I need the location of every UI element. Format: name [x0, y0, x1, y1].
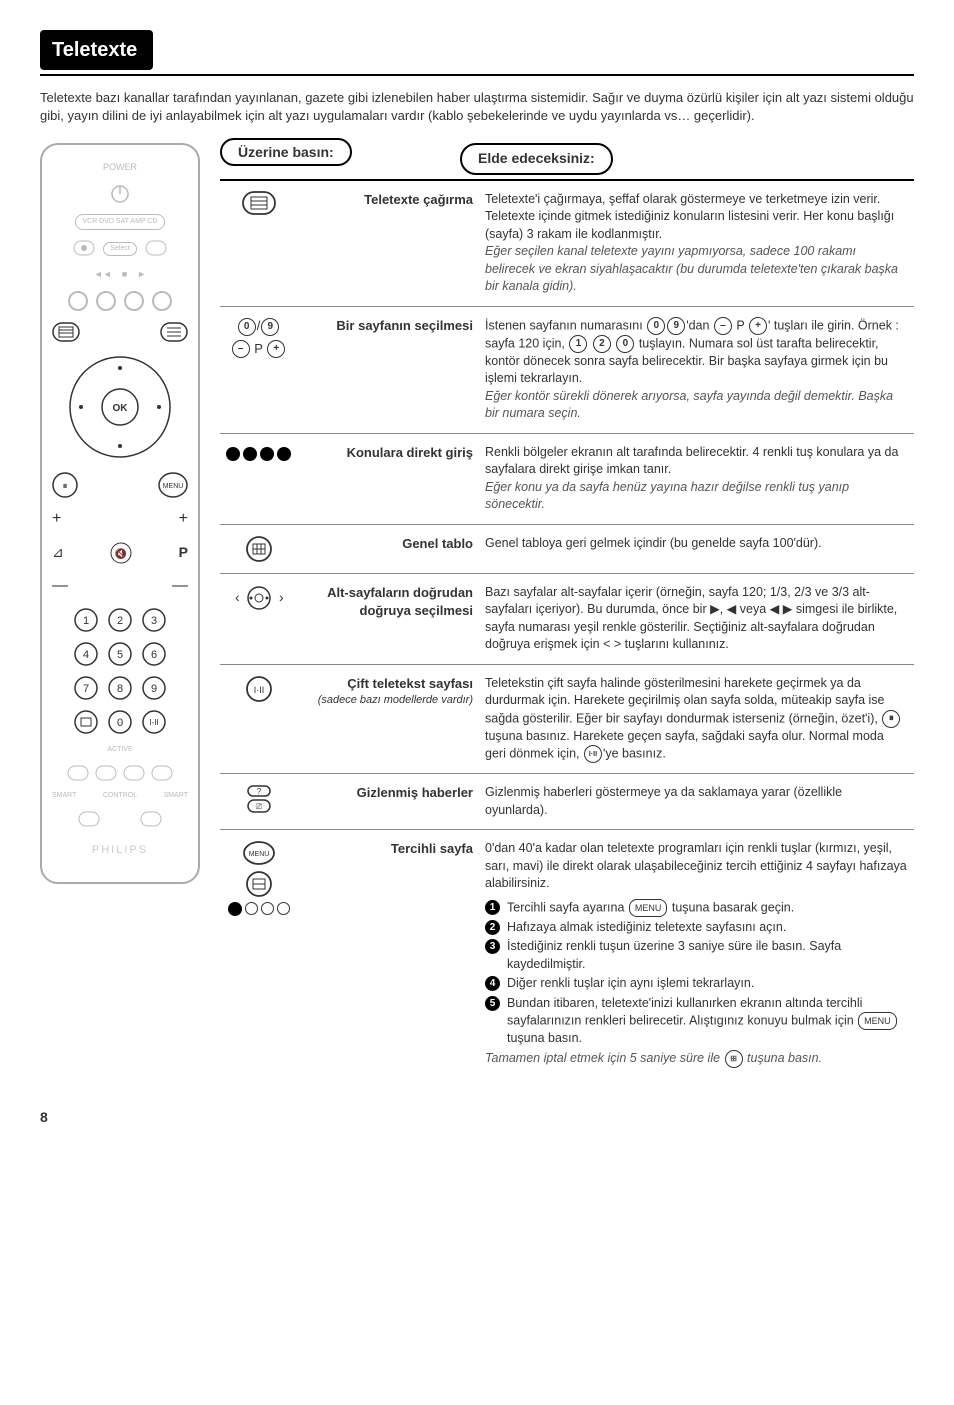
- header-left: Üzerine basın:: [220, 138, 352, 166]
- svg-text:7: 7: [83, 683, 89, 695]
- digit-0-icon: 0: [238, 318, 256, 336]
- section-rule: [40, 74, 914, 76]
- row6-label: Çift teletekst sayfası: [347, 676, 473, 691]
- row-dual-teletext: I·II Çift teletekst sayfası (sadece bazı…: [220, 664, 914, 774]
- color-dot: [67, 290, 89, 312]
- svg-text:MENU: MENU: [248, 851, 269, 858]
- main-layout: POWER VCR DVD SAT AMP CD Select ◄◄■►: [40, 143, 914, 1078]
- index-inline-icon: ⊞: [725, 1050, 743, 1068]
- svg-text:⎚: ⎚: [255, 802, 262, 811]
- plus-icon: +: [267, 340, 285, 358]
- record-icon: [73, 240, 95, 258]
- brand-label: PHILIPS: [92, 843, 148, 858]
- dual-icon: I·II: [245, 675, 273, 703]
- index-icon: [245, 535, 273, 563]
- row2-label: Bir sayfanın seçilmesi: [336, 318, 473, 333]
- row3-desc-italic: Eğer konu ya da sayfa henüz yayına hazır…: [485, 480, 849, 512]
- header-right: Elde edeceksiniz:: [460, 143, 613, 175]
- svg-text:‹: ‹: [235, 589, 240, 605]
- svg-text:🔇: 🔇: [115, 547, 127, 560]
- svg-text:0: 0: [117, 717, 123, 729]
- row-subpages: ‹ › Alt-sayfaların doğrudan doğruya seçi…: [220, 573, 914, 664]
- svg-text:4: 4: [83, 649, 89, 661]
- svg-text:?: ?: [256, 787, 261, 796]
- color-dots-mixed-icon: [228, 902, 290, 916]
- section-title: Teletexte: [40, 30, 914, 74]
- row-favorite-page: MENU Tercihli sayfa 0'dan 40'a kadar ola…: [220, 830, 914, 1078]
- menu-inline-icon-2: MENU: [858, 1012, 897, 1030]
- row5-label: Alt-sayfaların doğrudan doğruya seçilmes…: [327, 585, 473, 618]
- row7-label: Gizlenmiş haberler: [357, 785, 473, 800]
- svg-text:⏸: ⏸: [63, 481, 68, 492]
- row-teletext-call: Teletexte çağırma Teletexte'i çağırmaya,…: [220, 181, 914, 307]
- svg-text:I·II: I·II: [253, 685, 264, 695]
- color-dots-filled-icon: [226, 447, 291, 461]
- minus-icon: –: [232, 340, 250, 358]
- nav-arrows-icon: ‹ ›: [229, 584, 289, 612]
- number-pad: 1 2 3 4 5 6 7 8 9 0 I-II: [73, 607, 167, 735]
- row5-desc: Bazı sayfalar alt-sayfalar içerir (örneğ…: [479, 573, 914, 664]
- svg-text:8: 8: [117, 683, 123, 695]
- row-general-table: Genel tablo Genel tabloya geri gelmek iç…: [220, 524, 914, 573]
- mute-key: 🔇: [109, 541, 133, 565]
- row8-label: Tercihli sayfa: [391, 841, 473, 856]
- row6-sublabel: (sadece bazı modellerde vardır): [303, 693, 473, 708]
- teletext-key: [52, 322, 80, 342]
- reveal-icon: ? ⎚: [244, 784, 274, 814]
- index-icon-2: [245, 870, 273, 898]
- pause-icon: [145, 240, 167, 258]
- row6-desc: Teletekstin çift sayfa halinde gösterilm…: [479, 664, 914, 774]
- svg-text:5: 5: [117, 649, 123, 661]
- remote-column: POWER VCR DVD SAT AMP CD Select ◄◄■►: [40, 143, 200, 884]
- freeze-inline-icon: ⏸: [882, 710, 900, 728]
- freeze-key: ⏸: [52, 472, 78, 498]
- page-number: 8: [40, 1108, 914, 1128]
- svg-text:1: 1: [83, 615, 89, 627]
- nav-pad: OK: [65, 352, 175, 462]
- list-key: [160, 322, 188, 342]
- svg-text:6: 6: [151, 649, 157, 661]
- row3-desc: Renkli bölgeler ekranın alt tarafında be…: [485, 445, 898, 477]
- svg-text:9: 9: [151, 683, 157, 695]
- row1-desc-italic: Eğer seçilen kanal teletexte yayını yapm…: [485, 244, 898, 293]
- menu-icon: MENU: [242, 840, 276, 866]
- remote-control-illustration: POWER VCR DVD SAT AMP CD Select ◄◄■►: [40, 143, 200, 884]
- row3-label: Konulara direkt giriş: [347, 445, 473, 460]
- svg-text:MENU: MENU: [163, 483, 184, 490]
- svg-text:›: ›: [279, 589, 284, 605]
- dual-inline-icon: I·II: [584, 745, 602, 763]
- row2-desc: İstenen sayfanın numarasını 09'dan – P +…: [479, 306, 914, 433]
- svg-text:I-II: I-II: [149, 718, 158, 727]
- row8-desc: 0'dan 40'a kadar olan teletexte programl…: [479, 830, 914, 1078]
- row-hidden-news: ? ⎚ Gizlenmiş haberler Gizlenmiş haberle…: [220, 774, 914, 830]
- svg-text:OK: OK: [113, 403, 129, 414]
- row-direct-topics: Konulara direkt giriş Renkli bölgeler ek…: [220, 433, 914, 524]
- teletext-icon: [242, 191, 276, 215]
- intro-paragraph: Teletexte bazı kanallar tarafından yayın…: [40, 89, 914, 125]
- row1-label: Teletexte çağırma: [364, 192, 473, 207]
- row4-desc: Genel tabloya geri gelmek içindir (bu ge…: [485, 536, 822, 550]
- row7-desc: Gizlenmiş haberleri göstermeye ya da sak…: [485, 785, 842, 817]
- row-page-select: 0/9 – P + Bir sayfanın seçilmesi İstenen…: [220, 306, 914, 433]
- menu-inline-icon: MENU: [629, 899, 668, 917]
- menu-key: MENU: [158, 472, 188, 498]
- digit-9-icon: 9: [261, 318, 279, 336]
- row1-desc: Teletexte'i çağırmaya, şeffaf olarak gös…: [485, 192, 894, 241]
- instructions-table: Üzerine basın: Elde edeceksiniz: Teletex…: [220, 143, 914, 1078]
- svg-text:3: 3: [151, 615, 157, 627]
- row4-label: Genel tablo: [402, 536, 473, 551]
- power-icon: [110, 184, 130, 204]
- svg-text:2: 2: [117, 615, 123, 627]
